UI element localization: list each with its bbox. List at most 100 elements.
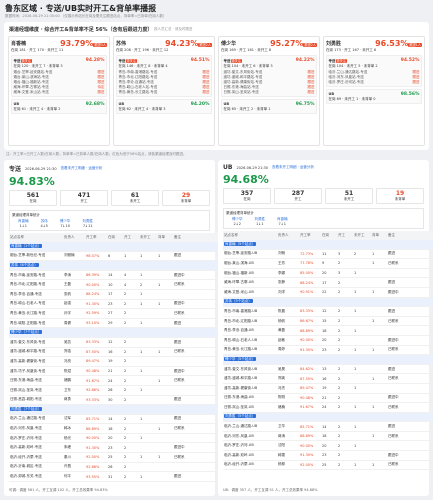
cell: 28 [107, 462, 123, 473]
manager-rate: 93.79% [60, 39, 94, 48]
group-row: 肖香楠（5个站点） [223, 240, 433, 250]
mini-value: 7↓11 [82, 224, 93, 228]
site-row: 青岛-市北-辽阳路-UB 杨帆 86.67% 15 2 1 已联系 [223, 316, 433, 327]
cell: 已联系 [173, 308, 226, 319]
site-row: 青岛-市南-香港路-UB 陈晨 83.33% 12 2 1 跟进 [223, 306, 433, 317]
site: 潍坊-奎文-东风街站-专送 [223, 69, 263, 74]
cell: 86.39% [85, 270, 107, 281]
cell: 20 [107, 433, 123, 444]
site-row: 烟台-芝罘-延安路-UB 刘畅 72.73% 11 3 2 1 跟进 [223, 249, 433, 260]
cell [387, 325, 433, 336]
card-head: 肖香楠 93.79%跟进3人 [11, 39, 107, 48]
cell: 92.86% [85, 462, 107, 473]
mini-value: 4↓5 [40, 224, 48, 228]
footnote: 注：开工率=已开工人数/在岗人数；背单率=已背单人数/在岗人数；红色为低于56%… [6, 152, 187, 156]
cell: 跟进 [387, 364, 433, 375]
site-row: 临沂-高新-双岭-专送 朱峰 91.30% 23 2 跟进中 [9, 442, 226, 454]
cell: 2 [123, 375, 139, 386]
cell: 威海-环翠-古寨-UB [223, 277, 277, 288]
card-head: 苏伟 94.23%跟进2人 [116, 39, 212, 48]
cell: 20 [321, 440, 337, 452]
site-row: 烟台-芝罘-新世纪-专送 刘雅楠 98.07% 6 1 1 1 跟进 [9, 251, 226, 262]
cell: 21 [107, 366, 123, 377]
table-head: 站点名称 负责人 开工率 在岗 开工 未开工 背单 备注 [9, 233, 226, 242]
stat-label: 未背单 [180, 199, 192, 203]
cell: 已联系 [387, 316, 433, 327]
cell: 日照-岚山-圣岚-UB [223, 402, 277, 413]
cell: 2 [337, 287, 353, 298]
cell [157, 289, 173, 300]
zs-rate: 94.28% [85, 58, 105, 63]
site: 临沂-兰山-通达路站-专送 [328, 69, 368, 74]
cell: 跟进 [173, 337, 226, 348]
cell: 青岛-李沧-百通-专送 [9, 289, 63, 300]
cell: 吴凯 [63, 337, 85, 348]
group-title: 刘勇胜（5个站点） [224, 414, 257, 419]
cell: 3 [337, 268, 353, 279]
cell: 潍坊-奎文-东风街-UB [223, 364, 277, 375]
cell: 2 [337, 460, 353, 471]
manager-rate: 95.27% [270, 39, 304, 48]
cell: 1 [139, 289, 157, 300]
site-row: 青岛-崂山-石老人-UB 赵敏 90.00% 20 2 跟进中 [223, 335, 433, 346]
cell [139, 356, 157, 367]
ub-rate: 92.68% [85, 101, 105, 107]
cell: 跟进 [387, 421, 433, 432]
site-row: 烟台-莱山-滨海-UB 王芳 77.78% 9 2 1 已联系 [223, 258, 433, 269]
cell: 蒋勇 [63, 395, 85, 406]
status: 跟进 [412, 69, 420, 74]
cell: 1 [353, 364, 371, 375]
cell: 刘洋 [277, 287, 299, 298]
status: 跟进 [412, 74, 420, 79]
cell: 跟进中 [387, 335, 433, 346]
cell: 21 [321, 393, 337, 404]
cell [157, 318, 173, 329]
cell: 日照-莒县-城阳-专送 [9, 395, 63, 406]
mini-value: 1↓1 [256, 222, 264, 226]
cell: 跟进中 [387, 393, 433, 404]
cell [353, 258, 371, 269]
cell: 烟台-芝罘-延安路-UB [223, 249, 277, 260]
cell: 已联系 [173, 347, 226, 358]
zs-badge: 需关注 [335, 58, 348, 63]
cell: 青岛-市南-香港路-UB [223, 306, 277, 317]
cell: 已联系 [387, 431, 433, 442]
cell: 84.62% [299, 364, 321, 375]
stat-label: 开工 [294, 197, 302, 201]
cell: 周健 [63, 318, 85, 329]
cell: 2 [337, 258, 353, 269]
cell [353, 450, 371, 461]
cell: 85.71% [299, 421, 321, 432]
stat-value: 471 [77, 192, 91, 199]
cell: 2 [123, 308, 139, 319]
cell [387, 268, 433, 279]
cell [139, 395, 157, 406]
site: 青岛-市南-香港路站-专送 [118, 69, 158, 74]
cell: 2 [123, 395, 139, 406]
site: 烟台-莱山-滨海站-专送 [13, 74, 49, 79]
cell: 陈晨 [277, 306, 299, 317]
column-panel: 专送 2026-06-29 21:30 查看未开工明细 · 运营分析 94.83% 56… [4, 160, 226, 496]
cell: 16 [107, 347, 123, 358]
cell: 1 [371, 258, 387, 269]
rate-wrap: 96.53%跟进1人 [375, 39, 422, 48]
cell: 张静 [277, 277, 299, 288]
cell: 临沂-罗庄-沂河-专送 [9, 433, 63, 444]
cell: 青岛-崂山-石老人-UB [223, 335, 277, 346]
cell: 青岛-李沧-百通-UB [223, 325, 277, 336]
cell: 烟台-福山-福新-UB [223, 268, 277, 279]
cell: 1 [371, 316, 387, 327]
zs-row: 潍坊-奎文-东风街站-专送 跟进 [224, 70, 315, 75]
cell: 沈阳 [277, 440, 299, 452]
cell: 91.30% [85, 442, 107, 454]
cell: 25 [321, 460, 337, 471]
group-cell: 肖香楠（1个站点） [9, 242, 226, 252]
cell [139, 375, 157, 386]
cell: 1 [371, 402, 387, 413]
cell: 19 [321, 383, 337, 394]
card-head: 刘勇胜 96.53%跟进1人 [326, 39, 422, 48]
site-row: 潍坊-高新-健康街-UB 冯杰 89.47% 19 2 1 [223, 383, 433, 394]
mini-head: 傅少华 刘勇胜 肖香楠 [226, 217, 294, 222]
group-row: 苏伟（6个站点） [9, 260, 226, 271]
manager-badge: 跟进1人 [408, 43, 422, 47]
